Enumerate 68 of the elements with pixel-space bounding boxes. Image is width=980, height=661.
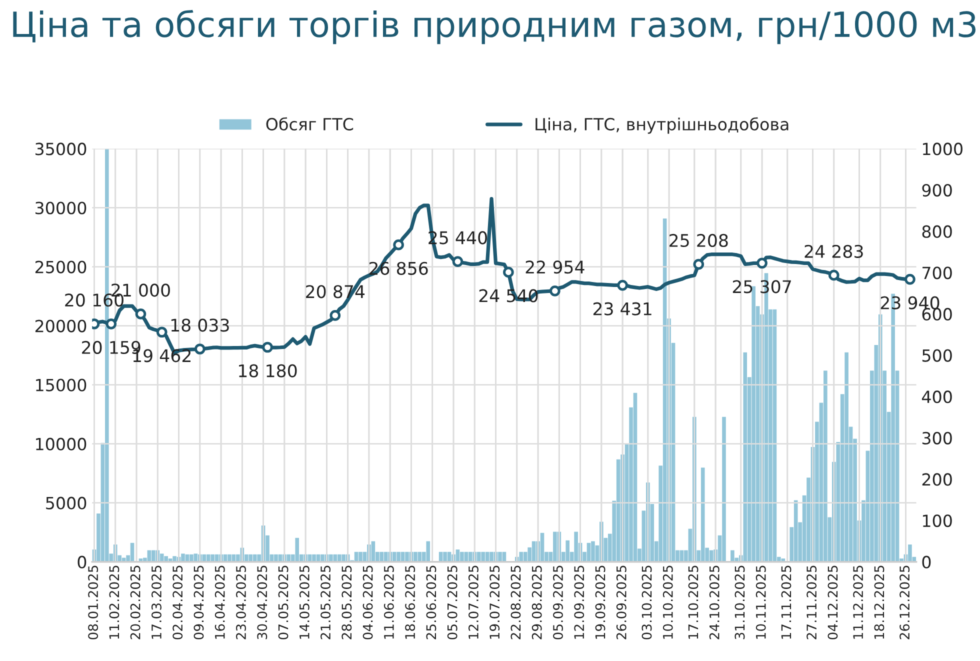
x-tick-label: 31.10.2025 [734, 566, 745, 640]
x-tick-label: 28.05.2025 [342, 566, 352, 640]
y-tick-label: 35000 [36, 142, 86, 156]
x-tick-label: 14.05.2025 [299, 566, 310, 639]
x-tick-label: 16.04.2025 [214, 566, 225, 639]
x-tick-label: 19.09.2025 [595, 566, 606, 639]
x-tick-label: 02.04.2025 [172, 566, 183, 640]
x-tick-label: 17.11.2025 [781, 566, 792, 639]
y-tick-label: 20000 [35, 320, 86, 332]
x-tick-label: 07.05.2025 [278, 566, 288, 640]
y2-tick-label: 1000 [922, 142, 962, 156]
x-tick-label: 10.11.2025 [756, 566, 766, 639]
chart-title: Ціна та обсяги торгів природним газом, грн/1000 м3 [13, 10, 976, 44]
data-label: 25 307 [732, 280, 791, 294]
x-tick-label: 11.06.2025 [384, 566, 394, 639]
y2-tick-label: 600 [922, 308, 952, 321]
y2-tick-label: 100 [922, 514, 952, 528]
x-tick-label: 19.07.2025 [490, 566, 500, 639]
y-tick-label: 10000 [36, 438, 86, 450]
legend-label: Обсяг ГТС [266, 117, 354, 130]
x-tick-label: 21.05.2025 [320, 566, 331, 640]
y2-tick-label: 900 [922, 184, 952, 197]
y-tick-label: 25000 [35, 260, 86, 274]
x-tick-label: 10.10.2025 [662, 566, 673, 639]
y-tick-label: 15000 [36, 378, 86, 392]
y2-tick-label: 300 [922, 432, 952, 444]
x-tick-label: 25.06.2025 [426, 566, 436, 640]
x-tick-label: 26.09.2025 [616, 566, 626, 640]
y2-tick-label: 500 [922, 349, 952, 362]
x-tick-label: 11.12.2025 [853, 566, 864, 639]
x-tick-label: 29.08.2025 [532, 566, 542, 640]
x-tick-label: 26.12.2025 [900, 566, 910, 640]
x-tick-label: 24.10.2025 [709, 566, 720, 640]
x-tick-label: 09.04.2025 [194, 566, 204, 640]
data-label: 24 283 [804, 244, 863, 258]
x-tick-label: 17.10.2025 [688, 566, 698, 639]
x-tick-label: 12.07.2025 [468, 566, 478, 639]
legend-label: Ціна, ГТС, внутрішньодобова [536, 117, 788, 134]
x-tick-label: 04.12.2025 [828, 566, 838, 640]
x-tick-label: 18.06.2025 [405, 566, 416, 639]
data-label: 18 033 [171, 318, 229, 332]
x-tick-label: 22.08.2025 [510, 566, 521, 640]
x-tick-label: 05.09.2025 [553, 566, 563, 640]
data-label: 25 208 [670, 234, 728, 248]
x-tick-label: 17.03.2025 [151, 566, 162, 639]
y2-tick-label: 700 [922, 266, 952, 280]
data-label: 18 180 [239, 364, 297, 378]
data-label: 23 431 [593, 302, 652, 316]
x-tick-label: 30.04.2025 [257, 566, 268, 640]
x-tick-label: 11.02.2025 [109, 566, 120, 639]
x-tick-label: 27.11.2025 [806, 566, 817, 640]
y2-tick-label: 400 [922, 390, 952, 404]
y2-tick-label: 800 [922, 225, 952, 238]
data-label: 22 954 [526, 260, 584, 274]
y2-tick-label: 200 [922, 473, 952, 486]
x-tick-label: 04.06.2025 [362, 566, 373, 640]
y-tick-label: 5000 [46, 496, 86, 510]
x-tick-label: 23.04.2025 [236, 566, 246, 640]
x-tick-label: 08.01.2025 [88, 566, 98, 640]
y-tick-label: 0 [78, 556, 86, 568]
x-tick-label: 12.09.2025 [574, 566, 584, 639]
y-tick-label: 30000 [36, 202, 86, 214]
x-tick-label: 05.07.2025 [447, 566, 458, 640]
data-label: 23 940 [880, 296, 940, 310]
x-tick-label: 18.12.2025 [874, 566, 884, 639]
y2-tick-label: 0 [922, 556, 931, 568]
x-tick-label: 03.10.2025 [642, 566, 652, 640]
x-tick-label: 20.02.2025 [130, 566, 140, 640]
